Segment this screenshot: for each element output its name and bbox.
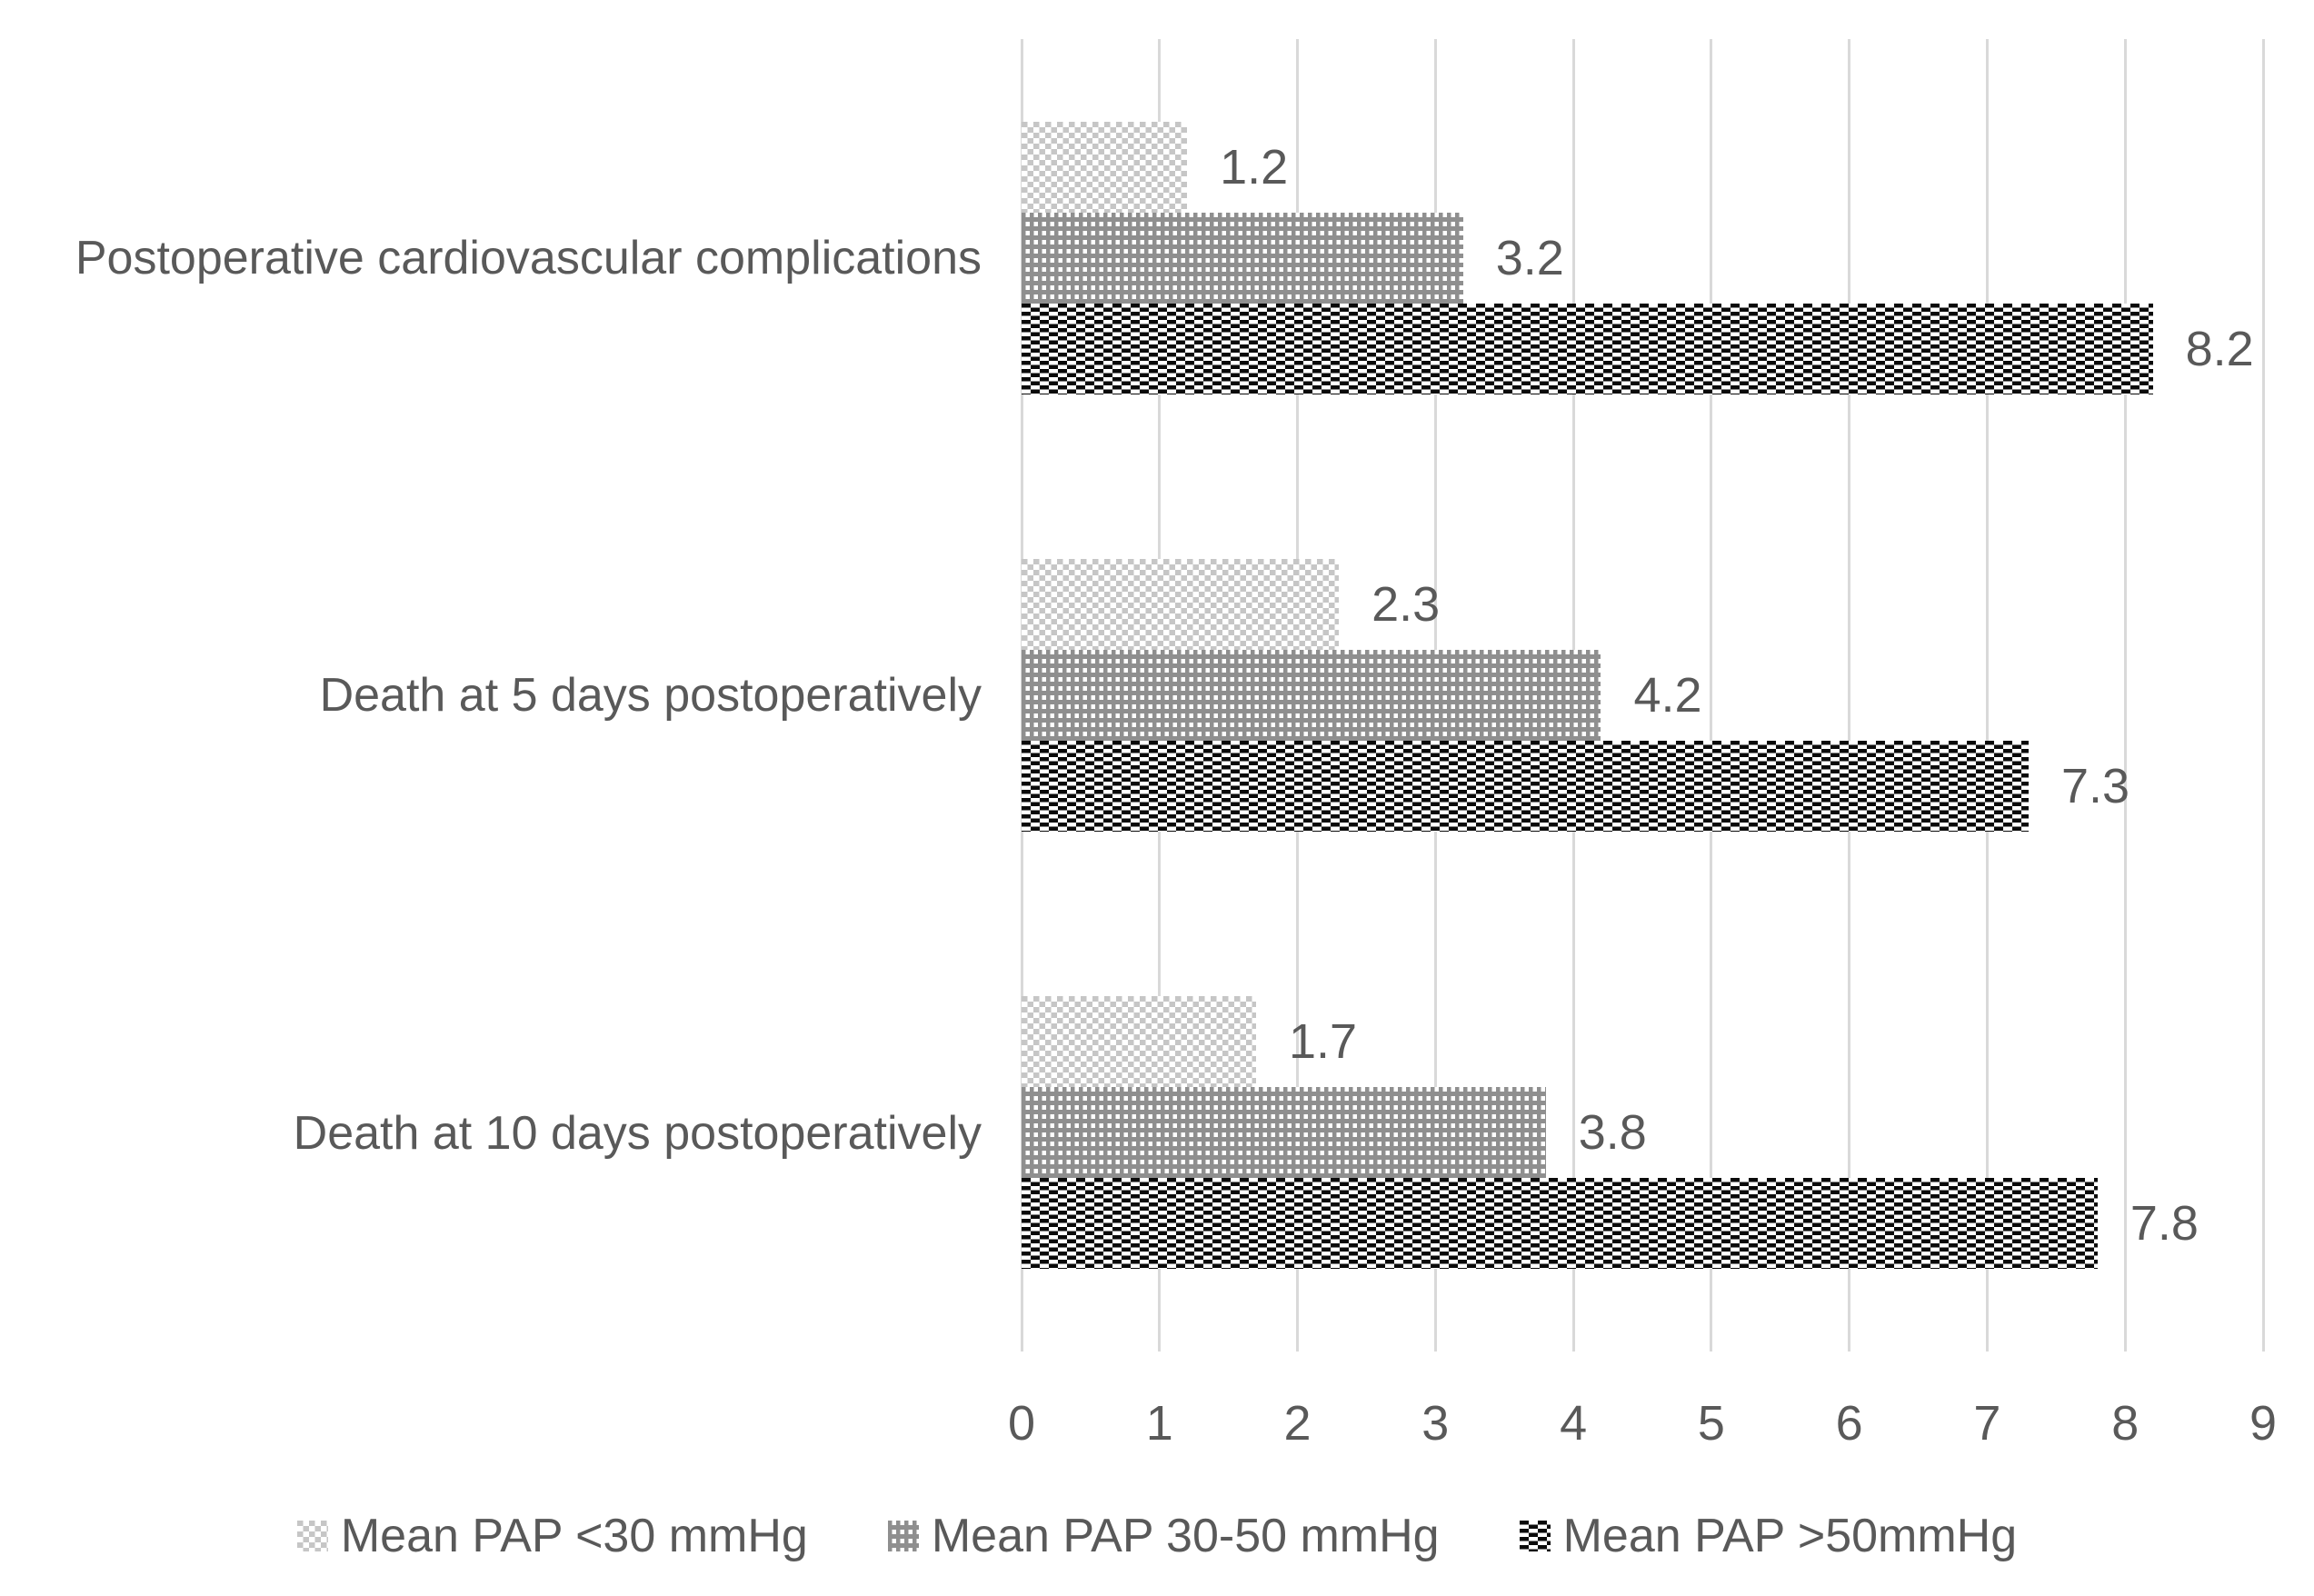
x-axis-tick-label: 4: [1560, 1396, 1588, 1451]
category-label-postoperative-cardiovascular-complications: Postoperative cardiovascular complicatio…: [75, 232, 982, 284]
x-axis-tick-label: 7: [1973, 1396, 2001, 1451]
legend-item-mean-pap-gt50: Mean PAP >50mmHg: [1519, 1509, 2018, 1563]
gridline: [1848, 39, 1851, 1352]
bar-value-label: 3.8: [1578, 1105, 1647, 1161]
legend: Mean PAP <30 mmHg Mean PAP 30-50 mmHg Me…: [0, 1509, 2314, 1563]
bar-value-label: 3.2: [1495, 230, 1564, 285]
x-axis-tick-label: 8: [2111, 1396, 2139, 1451]
bar: [1022, 1178, 2098, 1270]
x-axis-tick-label: 5: [1697, 1396, 1725, 1451]
x-axis-tick-label: 1: [1145, 1396, 1173, 1451]
gridline: [1710, 39, 1713, 1352]
bar: [1022, 1087, 1546, 1179]
bar-value-label: 7.8: [2129, 1196, 2199, 1252]
bar: [1022, 121, 1188, 213]
x-axis-tick-label: 9: [2249, 1396, 2278, 1451]
legend-swatch-gray-grid-icon: [887, 1521, 919, 1551]
category-label-death-at-5-days: Death at 5 days postoperatively: [319, 669, 982, 722]
x-axis-tick-label: 6: [1835, 1396, 1863, 1451]
x-axis-tick-label: 2: [1283, 1396, 1312, 1451]
bar-value-label: 4.2: [1633, 668, 1702, 723]
legend-swatch-light-checker-icon: [296, 1521, 328, 1551]
bar-value-label: 8.2: [2185, 321, 2254, 376]
x-axis-tick-label: 0: [1007, 1396, 1036, 1451]
legend-swatch-black-dash-icon: [1519, 1521, 1551, 1551]
x-axis-tick-label: 3: [1421, 1396, 1450, 1451]
legend-label: Mean PAP 30-50 mmHg: [931, 1510, 1440, 1562]
legend-item-mean-pap-lt30: Mean PAP <30 mmHg: [296, 1509, 808, 1563]
legend-label: Mean PAP <30 mmHg: [340, 1510, 808, 1562]
legend-item-mean-pap-30-50: Mean PAP 30-50 mmHg: [887, 1509, 1440, 1563]
gridline: [1985, 39, 1989, 1352]
bar: [1022, 303, 2153, 394]
category-label-death-at-10-days: Death at 10 days postoperatively: [293, 1107, 982, 1160]
bar: [1022, 212, 1463, 304]
gridline: [2261, 39, 2265, 1352]
plot-area: 1.2 3.2 8.2 2.3 4.2 7.3 1.7 3.8 7.8: [1020, 39, 2265, 1352]
bar-value-label: 2.3: [1371, 577, 1441, 632]
bar: [1022, 996, 1257, 1088]
bar: [1022, 650, 1601, 741]
legend-label: Mean PAP >50mmHg: [1562, 1510, 2018, 1562]
bar: [1022, 741, 2029, 832]
bar-value-label: 7.3: [2060, 759, 2130, 813]
bar: [1022, 559, 1340, 650]
gridline: [2123, 39, 2127, 1352]
bar-value-label: 1.7: [1289, 1014, 1358, 1070]
bar-value-label: 1.2: [1220, 139, 1289, 195]
